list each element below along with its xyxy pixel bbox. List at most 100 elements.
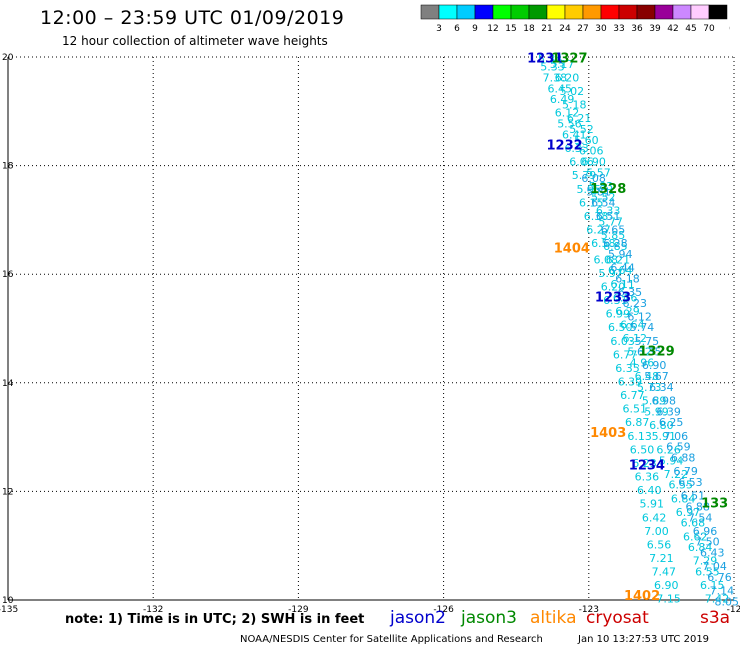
swh-value: 7.47 <box>652 566 677 579</box>
swh-value: 6.79 <box>673 465 698 478</box>
swh-value: 5.18 <box>562 99 587 112</box>
swh-value: 5.60 <box>574 134 599 147</box>
swh-value: 6.64 <box>620 319 645 332</box>
swh-value: 6.12 <box>627 310 652 323</box>
x-tick-label: -126 <box>433 605 454 615</box>
swh-value: 5.94 <box>659 454 684 467</box>
note-text: note: 1) Time is in UTC; 2) SWH is in fe… <box>65 612 365 627</box>
swh-value: 6.48 <box>635 370 660 383</box>
pass-label: 1404 <box>554 241 590 256</box>
swh-value: 6.96 <box>693 525 718 538</box>
swh-value: 6.62 <box>683 530 708 543</box>
pass-label: 1328 <box>590 182 626 197</box>
swh-value: 6.80 <box>649 419 674 432</box>
swh-value: 6.26 <box>656 443 681 456</box>
scale-label: 33 <box>613 24 624 34</box>
swh-value: 6.49 <box>550 93 575 106</box>
swh-value: 7.29 <box>693 555 718 568</box>
page-title: 12:00 – 23:59 UTC 01/09/2019 <box>40 7 345 29</box>
x-tick-label: -132 <box>143 605 163 615</box>
swh-value: 6.51 <box>623 403 648 416</box>
swh-value: 6.23 <box>632 457 657 470</box>
swh-value: 5.74 <box>630 321 655 334</box>
swh-value: 7.54 <box>688 511 713 524</box>
swh-value: 6.97 <box>676 506 701 519</box>
swh-value: 7.04 <box>702 560 727 573</box>
swh-value: 6.98 <box>652 395 677 408</box>
x-tick-label: -12 <box>727 605 740 615</box>
swh-value: 6.44 <box>610 261 635 274</box>
swh-value: 5.81 <box>586 185 611 198</box>
scale-label: 15 <box>505 24 516 34</box>
swh-value: 6.55 <box>669 479 694 492</box>
swh-value: 6.33 <box>564 142 589 155</box>
x-tick-label: -129 <box>288 605 309 615</box>
swh-value: 6.35 <box>615 362 640 375</box>
scale-label: 18 <box>523 24 535 34</box>
swh-value: 4.96 <box>630 357 655 370</box>
swh-value: 5.56 <box>557 118 582 131</box>
swh-value: 6.27 <box>586 223 611 236</box>
swh-value: 5.67 <box>644 370 669 383</box>
swh-value: 7.14 <box>710 585 735 598</box>
y-tick-label: 20 <box>2 53 14 63</box>
scale-label: 9 <box>472 24 478 34</box>
swh-value: 6.18 <box>615 272 640 285</box>
swh-value: 5.52 <box>591 191 616 204</box>
swh-value: 5.95 <box>577 183 602 196</box>
swh-value: 6.28 <box>603 237 628 250</box>
y-tick-label: 16 <box>2 270 14 280</box>
swh-value: 6.13 <box>627 430 652 443</box>
scale-label: 36 <box>631 24 643 34</box>
swh-value: 6.21 <box>606 253 631 266</box>
swh-value: 6.90 <box>581 156 606 169</box>
x-tick-label: -135 <box>0 605 18 615</box>
scale-label: 30 <box>595 24 607 34</box>
swh-value: 5.75 <box>635 335 660 348</box>
swh-value: 6.06 <box>569 156 594 169</box>
swh-value: 6.88 <box>685 500 710 513</box>
legend-cryosat: cryosat <box>586 608 649 628</box>
swh-value: 5.57 <box>586 166 611 179</box>
swh-value: 6.12 <box>555 107 580 120</box>
legend-jason3: jason3 <box>461 608 517 628</box>
swh-value: 5.85 <box>601 229 626 242</box>
swh-value: 6.77 <box>620 389 645 402</box>
swh-value: 7.38 <box>543 71 568 84</box>
swh-value: 6.41 <box>562 128 587 141</box>
scale-label: 39 <box>649 24 661 34</box>
legend-s3a-label: s3a <box>700 608 731 628</box>
pass-label: 1233 <box>595 290 631 305</box>
scale-label: 6 <box>454 24 460 34</box>
pass-label: 1231 <box>527 51 563 66</box>
swh-value: 5.33 <box>540 61 565 74</box>
pass-label: 1403 <box>590 426 626 441</box>
swh-value: 7.42 <box>705 593 730 606</box>
swh-value: 6.76 <box>707 571 732 584</box>
swh-value: 6.39 <box>656 405 681 418</box>
swh-value: 5.17 <box>550 58 575 71</box>
swh-value: 6.43 <box>700 547 725 560</box>
swh-value: 6.39 <box>618 376 643 389</box>
swh-value: 8.05 <box>714 595 739 608</box>
swh-value: 6.77 <box>613 348 638 361</box>
swh-value: 7.50 <box>695 536 720 549</box>
swh-value: 6.03 <box>610 335 635 348</box>
swh-value: 7.22 <box>664 468 689 481</box>
swh-value: 6.55 <box>695 566 720 579</box>
x-tick-label: -123 <box>579 605 599 615</box>
scale-label: 21 <box>541 24 552 34</box>
swh-value: 6.35 <box>637 346 662 359</box>
swh-value: 6.20 <box>601 280 626 293</box>
y-tick-label: 14 <box>2 379 14 389</box>
swh-value: 6.38 <box>584 210 609 223</box>
y-tick-label: 12 <box>2 487 13 497</box>
swh-value: 6.15 <box>700 579 725 592</box>
swh-value: 6.90 <box>654 579 679 592</box>
swh-value: 6.08 <box>581 172 606 185</box>
y-tick-label: 10 <box>2 596 14 606</box>
scale-label: 70 <box>703 24 715 34</box>
swh-value: 6.50 <box>630 443 655 456</box>
